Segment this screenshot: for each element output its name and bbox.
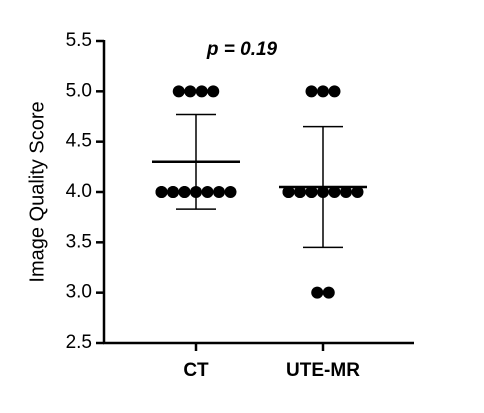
data-point xyxy=(294,186,306,198)
x-tick-label: UTE-MR xyxy=(286,360,360,381)
data-point xyxy=(184,85,197,98)
y-tick-label: 4.5 xyxy=(66,131,92,152)
data-point xyxy=(311,286,324,299)
data-point xyxy=(201,186,214,198)
y-tick-label: 3.0 xyxy=(66,282,92,303)
data-point xyxy=(195,85,208,98)
data-point xyxy=(207,85,220,98)
data-point xyxy=(328,186,341,198)
y-tick-label: 4.0 xyxy=(66,181,92,202)
y-axis-title: Image Quality Score xyxy=(26,101,48,282)
data-point xyxy=(328,85,341,98)
data-point xyxy=(305,85,318,98)
data-point xyxy=(167,186,179,198)
data-point xyxy=(305,186,318,198)
data-point xyxy=(213,186,225,198)
y-tick-label: 5.5 xyxy=(66,30,92,51)
y-tick-label: 3.5 xyxy=(66,231,92,252)
data-point xyxy=(340,186,352,198)
data-point xyxy=(282,186,295,198)
annotation: p = 0.19 xyxy=(206,39,278,60)
data-point xyxy=(155,186,168,198)
y-tick-label: 2.5 xyxy=(66,332,92,353)
y-tick-label: 5.0 xyxy=(66,80,92,101)
data-point xyxy=(317,85,329,98)
data-point xyxy=(224,186,237,198)
data-point xyxy=(172,85,185,98)
data-point xyxy=(322,286,335,299)
data-point xyxy=(351,186,364,198)
data-point xyxy=(178,186,191,198)
x-tick-label: CT xyxy=(183,360,209,381)
